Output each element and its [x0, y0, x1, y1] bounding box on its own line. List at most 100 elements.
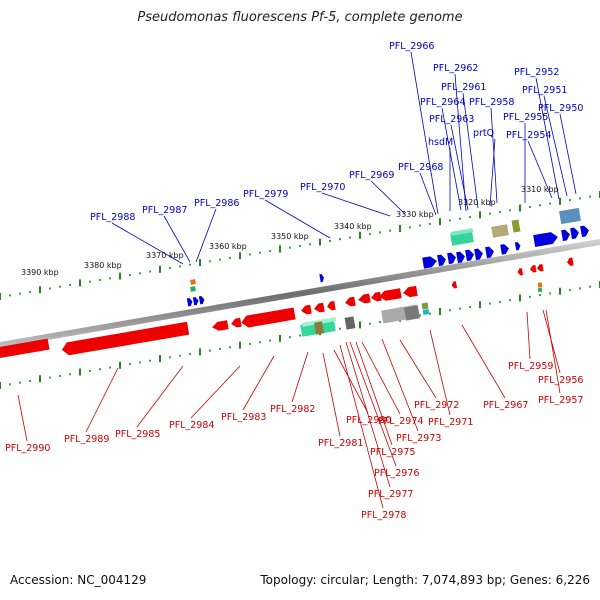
scale-label: 3350 kbp [271, 232, 309, 241]
forward-gene-label: PFL_2955 [503, 112, 548, 123]
inner-scale-ticks [0, 281, 600, 389]
forward-leader-line [489, 138, 496, 207]
forward-leader-line [535, 77, 560, 200]
outer-minor-tick [99, 279, 101, 281]
inner-minor-tick [169, 356, 171, 359]
inner-major-tick [0, 382, 1, 389]
inner-minor-tick [249, 342, 251, 345]
inner-minor-tick [369, 322, 371, 325]
scale-label: 3340 kbp [334, 222, 372, 231]
forward-gene-label: PFL_2961 [441, 82, 486, 93]
reverse-gene-label: PFL_2985 [115, 429, 160, 440]
outer-minor-tick [529, 205, 531, 208]
forward-leader-line [450, 124, 469, 211]
reverse-gene-arrow [314, 302, 325, 313]
forward-gene-arrow [447, 252, 456, 265]
outer-major-tick [0, 293, 1, 300]
reverse-gene-label: PFL_2972 [414, 400, 459, 411]
inner-minor-tick [209, 349, 211, 352]
inner-major-tick [359, 321, 361, 329]
gene-labels: 3390 kbp 3380 kbp 3370 kbp 3360 kbp 3350 kbp… [5, 41, 583, 521]
feature-box [491, 224, 509, 238]
outer-minor-tick [539, 204, 541, 207]
inner-minor-tick [549, 292, 551, 295]
reverse-gene-label: PFL_2983 [221, 412, 266, 423]
reverse-gene-label: PFL_2967 [483, 400, 528, 411]
inner-major-tick [279, 334, 281, 342]
outer-minor-tick [579, 197, 581, 200]
reverse-gene-arrow [212, 320, 229, 331]
forward-leader-line [441, 107, 462, 211]
forward-gene-arrow [533, 232, 558, 247]
reverse-gene-arrow [403, 285, 418, 298]
forward-gene-label: PFL_2952 [514, 67, 559, 78]
outer-minor-tick [9, 294, 11, 297]
accession-text: Accession: NC_004129 [10, 573, 147, 587]
forward-gene-arrow [465, 249, 474, 262]
reverse-leader-line [545, 309, 561, 394]
outer-minor-tick [509, 209, 511, 212]
forward-gene-arrow [570, 227, 579, 240]
reverse-leader-line [17, 394, 28, 442]
inner-minor-tick [469, 305, 471, 308]
outer-major-tick [519, 204, 521, 212]
outer-major-tick [439, 218, 441, 226]
reverse-leader-line [381, 338, 419, 432]
forward-gene-label: PFL_2970 [300, 182, 345, 193]
outer-minor-tick [289, 246, 291, 249]
inner-minor-tick [299, 334, 301, 337]
forward-gene-label: PFL_2979 [243, 189, 288, 200]
feature-box [190, 286, 196, 292]
reverse-gene-label: PFL_2980 [346, 415, 391, 426]
reverse-gene-arrow [371, 291, 382, 302]
outer-minor-tick [139, 272, 141, 275]
outer-major-tick [479, 211, 481, 219]
scale-label: 3320 kbp [458, 198, 496, 207]
outer-minor-tick [469, 216, 471, 219]
forward-leader-line [111, 222, 184, 265]
outer-minor-tick [429, 222, 431, 225]
reverse-gene-label: PFL_2973 [396, 433, 441, 444]
outer-minor-tick [549, 202, 551, 205]
reverse-gene-arrow [567, 257, 574, 266]
genome-backbone [0, 239, 600, 348]
scale-label: 3370 kbp [146, 251, 184, 260]
inner-minor-tick [69, 373, 71, 376]
forward-gene-arrow [198, 296, 205, 305]
inner-minor-tick [229, 346, 231, 349]
forward-gene-label: PFL_2964 [420, 97, 465, 108]
reverse-leader-line [355, 341, 393, 446]
reverse-gene-label: PFL_2984 [169, 420, 214, 431]
forward-leader-line [454, 73, 467, 212]
outer-minor-tick [69, 284, 71, 287]
reverse-leader-line [136, 365, 184, 428]
reverse-leader-line [349, 341, 397, 467]
reverse-leader-line [361, 341, 401, 415]
reverse-gene-label: PFL_2976 [374, 468, 419, 479]
feature-box [422, 309, 430, 315]
reverse-gene-arrow [0, 338, 50, 359]
outer-major-tick [559, 197, 561, 205]
forward-leader-line [410, 51, 439, 215]
scale-label: 3390 kbp [21, 268, 59, 277]
reverse-leader-line [461, 324, 506, 399]
feature-box [559, 207, 581, 225]
forward-gene-label: hsdM [428, 137, 453, 148]
outer-major-tick [39, 286, 41, 294]
reverse-gene-arrow [327, 300, 336, 311]
reverse-gene-label: PFL_2956 [538, 375, 583, 386]
outer-minor-tick [309, 243, 311, 246]
outer-major-tick [159, 265, 161, 273]
reverse-leader-line [526, 311, 531, 360]
inner-minor-tick [429, 312, 431, 315]
forward-leader-line [264, 199, 331, 239]
reverse-leader-line [242, 355, 275, 411]
outer-minor-tick [89, 280, 91, 283]
forward-gene-label: PFL_2962 [433, 63, 478, 74]
reverse-gene-arrow [530, 265, 537, 273]
reverse-gene-label: PFL_2971 [428, 417, 473, 428]
reverse-leader-line [399, 339, 437, 399]
inner-minor-tick [449, 309, 451, 312]
outer-major-tick [319, 238, 321, 246]
outer-minor-tick [419, 224, 421, 227]
